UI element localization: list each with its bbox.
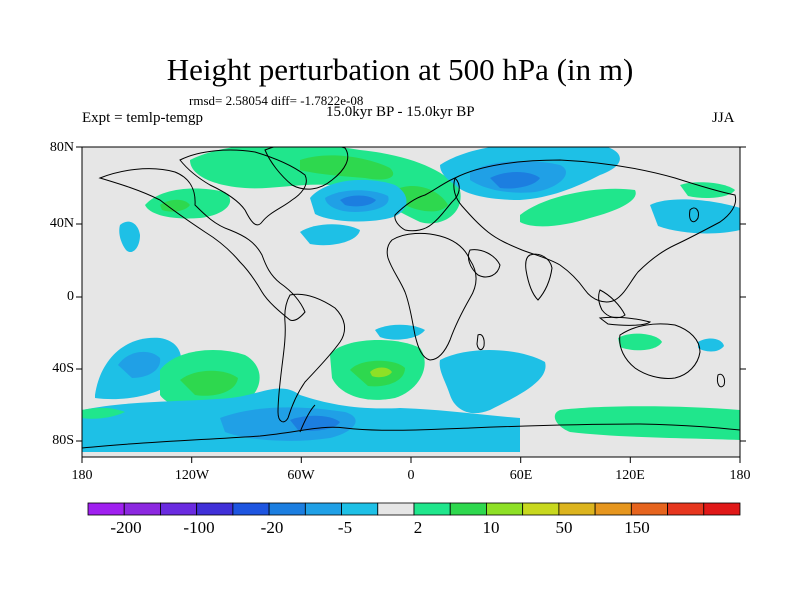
lat-label-0: 0 — [67, 289, 74, 304]
contour-australia-blue — [698, 338, 724, 352]
lat-label-80n: 80N — [49, 140, 74, 155]
coast-australia — [619, 323, 701, 379]
coastline-layer — [82, 147, 740, 449]
colorbar-swatch — [486, 502, 524, 516]
colorbar-swatch — [232, 502, 270, 516]
lat-label-80s: 80S — [52, 433, 74, 448]
colorbar-swatch — [268, 502, 306, 516]
coast-antarctica — [82, 423, 740, 449]
coast-europe — [394, 177, 460, 232]
contour-spac-blue-2 — [118, 351, 161, 378]
colorbar-swatch — [667, 502, 705, 516]
contour-pacific-green-2 — [160, 199, 190, 212]
lon-label-180e: 180 — [729, 468, 751, 483]
colorbar-swatch — [341, 502, 379, 516]
coast-arabia — [467, 249, 501, 278]
contour-indian-blue — [439, 350, 546, 414]
coast-canada-north — [179, 149, 307, 226]
lat-label-40s: 40S — [52, 361, 74, 376]
colorbar-swatch — [630, 502, 668, 516]
coast-antarctic-peninsula — [299, 404, 316, 433]
colorbar-swatch — [377, 502, 415, 516]
coast-africa — [386, 232, 477, 361]
colorbar-swatch — [449, 502, 487, 516]
coast-india — [525, 253, 553, 301]
lon-label-120e: 120E — [615, 468, 645, 483]
colorbar-swatch — [703, 502, 741, 516]
lon-label-120w: 120W — [174, 468, 210, 483]
contour-arctic-bright-2 — [395, 185, 448, 212]
contour-arctic-bright — [300, 155, 394, 180]
colorbar-swatch — [304, 502, 342, 516]
coast-south-america — [277, 293, 346, 423]
lon-label-60e: 60E — [509, 468, 533, 483]
colorbar-swatch — [160, 502, 198, 516]
lat-label-40n: 40N — [49, 216, 74, 231]
contour-africa-blue — [375, 324, 425, 340]
coast-asia — [453, 159, 737, 303]
contour-southern-green — [554, 406, 740, 440]
contour-small-green — [680, 182, 735, 198]
experiment-label: Expt = temlp-temgp — [82, 110, 203, 126]
lon-label-60w: 60W — [287, 468, 315, 483]
coast-greenland — [264, 147, 349, 190]
colorbar-swatch — [123, 502, 161, 516]
coast-madagascar — [476, 334, 485, 351]
lon-label-180w: 180 — [71, 468, 93, 483]
period-label: 15.0kyr BP - 15.0kyr BP — [326, 104, 475, 120]
colorbar-label: 10 — [482, 518, 500, 537]
colorbar-label: -5 — [337, 518, 353, 537]
colorbar-label: 50 — [555, 518, 573, 537]
contour-atlantic-blue-3 — [340, 195, 376, 207]
contour-pacific-blue — [650, 199, 740, 234]
contour-spac-green-2 — [180, 370, 238, 396]
contour-fill-layer — [82, 147, 740, 452]
colorbar-swatch — [558, 502, 596, 516]
contour-siberia-blue-3 — [490, 172, 540, 189]
contour-na-blue — [300, 224, 360, 246]
coast-new-zealand — [717, 373, 725, 388]
coast-japan — [689, 207, 699, 223]
colorbar-swatch — [196, 502, 234, 516]
plot-title: Height perturbation at 500 hPa (in m) — [166, 52, 634, 87]
contour-small-blue — [119, 221, 140, 253]
contour-south-green-west — [82, 407, 125, 419]
colorbar-label: -100 — [183, 518, 215, 537]
stats-line: rmsd= 2.58054 diff= -1.7822e-08 — [189, 93, 364, 108]
contour-southern-band-2 — [220, 407, 356, 441]
contour-satl-yellow — [370, 367, 392, 378]
colorbar-swatch — [87, 502, 125, 516]
colorbar — [87, 502, 741, 516]
contour-asia-green — [520, 188, 636, 227]
colorbar-swatch — [413, 502, 451, 516]
coast-indonesia — [598, 316, 652, 326]
coast-north-america — [98, 168, 306, 321]
lon-label-0: 0 — [407, 468, 415, 483]
season-label: JJA — [712, 110, 735, 126]
colorbar-label: 150 — [624, 518, 650, 537]
colorbar-label: -200 — [110, 518, 142, 537]
colorbar-label: 2 — [413, 518, 423, 537]
colorbar-label: -20 — [260, 518, 284, 537]
contour-australia-green — [618, 333, 662, 351]
colorbar-swatch — [594, 502, 632, 516]
axis-ticks — [76, 146, 746, 463]
colorbar-swatch — [522, 502, 560, 516]
